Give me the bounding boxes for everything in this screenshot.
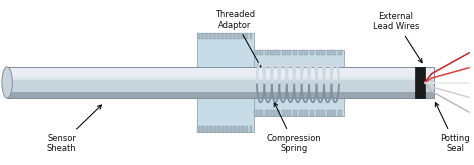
Bar [217, 126, 220, 132]
Bar [217, 33, 220, 39]
Bar [205, 126, 208, 132]
Bar [209, 33, 212, 39]
Bar [287, 50, 292, 55]
Bar [197, 126, 200, 132]
Bar [299, 110, 303, 116]
Bar [225, 126, 228, 132]
Bar [249, 33, 253, 39]
Bar [265, 50, 269, 55]
Bar [7, 77, 434, 80]
Bar [299, 50, 303, 55]
Bar [332, 110, 337, 116]
Bar [241, 33, 244, 39]
Bar [271, 50, 274, 55]
Bar [316, 110, 319, 116]
Bar [246, 126, 248, 132]
Bar [7, 92, 434, 98]
Bar [276, 50, 280, 55]
Bar [338, 50, 342, 55]
Bar [197, 33, 254, 132]
Bar [7, 68, 434, 77]
Ellipse shape [2, 67, 12, 98]
Bar [282, 50, 286, 55]
Bar [310, 110, 314, 116]
Bar [304, 110, 308, 116]
Text: Compression
Spring: Compression Spring [266, 103, 321, 153]
Bar [310, 50, 314, 55]
Bar [282, 110, 286, 116]
Bar [327, 110, 331, 116]
Bar [237, 33, 240, 39]
Bar [213, 126, 216, 132]
Bar [213, 33, 216, 39]
Bar [321, 50, 325, 55]
Bar [254, 110, 258, 116]
Bar [7, 67, 434, 98]
Bar [327, 50, 331, 55]
Bar [197, 33, 200, 39]
Bar [332, 50, 337, 55]
Bar [225, 33, 228, 39]
Bar [249, 126, 253, 132]
Text: External
Lead Wires: External Lead Wires [373, 12, 422, 63]
Bar [201, 126, 204, 132]
Bar [265, 110, 269, 116]
Bar [205, 33, 208, 39]
Bar [293, 110, 297, 116]
Bar [229, 33, 232, 39]
Bar [229, 126, 232, 132]
Bar [241, 126, 244, 132]
Text: Sensor
Sheath: Sensor Sheath [47, 105, 101, 153]
Bar [254, 50, 258, 55]
Bar [293, 50, 297, 55]
Bar [254, 50, 344, 116]
Bar [259, 50, 263, 55]
Bar [233, 126, 236, 132]
Bar [338, 110, 342, 116]
Bar [415, 67, 425, 98]
Bar [316, 50, 319, 55]
Bar [304, 50, 308, 55]
Bar [233, 33, 236, 39]
Bar [221, 126, 224, 132]
Bar [321, 110, 325, 116]
Bar [201, 33, 204, 39]
Bar [287, 110, 292, 116]
Text: Potting
Seal: Potting Seal [435, 103, 470, 153]
Bar [246, 33, 248, 39]
Bar [209, 126, 212, 132]
Text: Threaded
Adaptor: Threaded Adaptor [215, 10, 261, 67]
Bar [221, 33, 224, 39]
Bar [271, 110, 274, 116]
Bar [259, 110, 263, 116]
Bar [276, 110, 280, 116]
Bar [237, 126, 240, 132]
